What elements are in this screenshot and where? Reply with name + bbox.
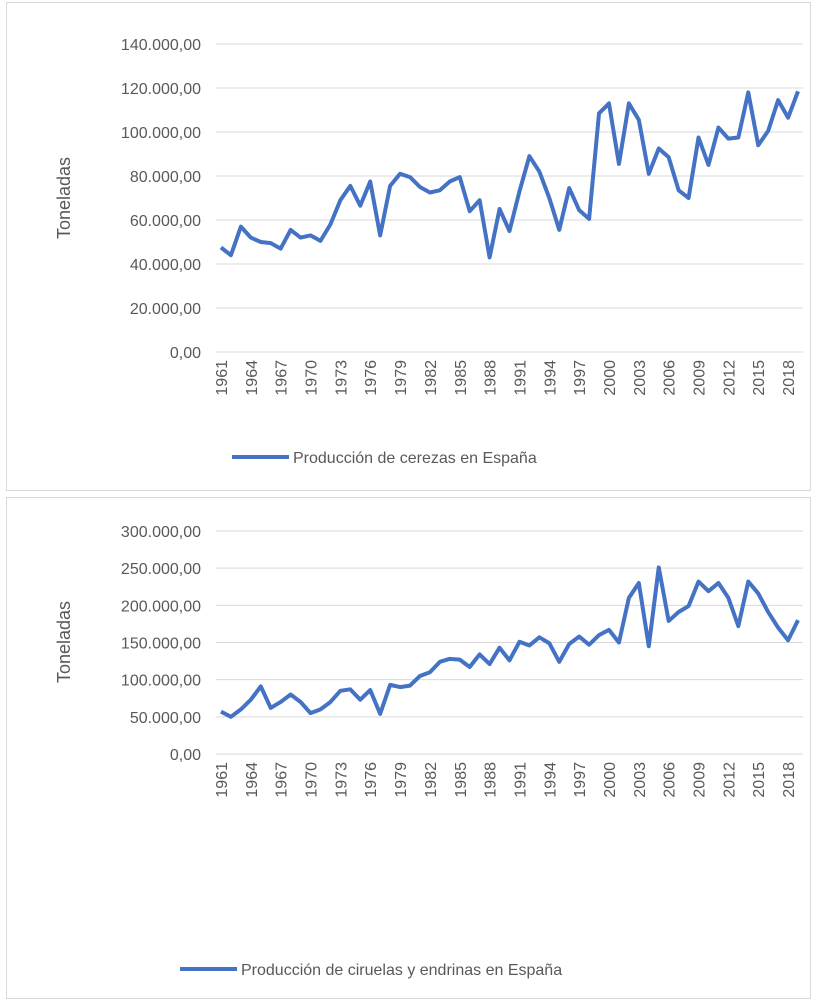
x-tick-label: 1982 xyxy=(423,360,440,396)
x-tick-label: 1988 xyxy=(483,762,500,798)
y-tick-label: 300.000,00 xyxy=(121,524,201,541)
x-tick-label: 2006 xyxy=(662,762,679,798)
x-tick-label: 1997 xyxy=(572,360,589,396)
x-tick-label: 1970 xyxy=(304,762,321,798)
x-tick-label: 1994 xyxy=(542,360,559,396)
x-tick-label: 2000 xyxy=(602,360,619,396)
x-tick-label: 1991 xyxy=(512,762,529,798)
y-axis-title: Toneladas xyxy=(54,157,74,239)
x-tick-label: 1976 xyxy=(363,360,380,396)
y-tick-label: 0,00 xyxy=(170,345,201,362)
x-tick-label: 1961 xyxy=(214,360,231,396)
y-tick-label: 120.000,00 xyxy=(121,81,201,98)
x-tick-label: 1964 xyxy=(244,360,261,396)
data-line xyxy=(219,90,800,260)
data-line xyxy=(220,565,800,719)
y-tick-label: 50.000,00 xyxy=(130,710,201,727)
x-tick-label: 1988 xyxy=(483,360,500,396)
x-tick-label: 1982 xyxy=(423,762,440,798)
x-tick-label: 1985 xyxy=(453,762,470,798)
x-tick-label: 2003 xyxy=(632,762,649,798)
x-tick-label: 2009 xyxy=(692,360,709,396)
x-tick-label: 1967 xyxy=(274,762,291,798)
legend-label: Producción de cerezas en España xyxy=(293,450,537,467)
x-tick-label: 1976 xyxy=(363,762,380,798)
x-tick-label: 1979 xyxy=(393,762,410,798)
x-tick-label: 1973 xyxy=(333,762,350,798)
x-tick-label: 1973 xyxy=(333,360,350,396)
x-tick-label: 1964 xyxy=(244,762,261,798)
y-tick-label: 150.000,00 xyxy=(121,636,201,653)
x-tick-label: 2018 xyxy=(781,762,798,798)
x-tick-label: 1997 xyxy=(572,762,589,798)
x-tick-label: 2015 xyxy=(751,762,768,798)
y-tick-label: 80.000,00 xyxy=(130,169,201,186)
x-tick-label: 1970 xyxy=(304,360,321,396)
y-tick-label: 100.000,00 xyxy=(121,673,201,690)
x-tick-label: 2018 xyxy=(781,360,798,396)
x-tick-label: 2012 xyxy=(721,360,738,396)
x-tick-label: 2000 xyxy=(602,762,619,798)
legend-label: Producción de ciruelas y endrinas en Esp… xyxy=(241,962,562,979)
y-tick-label: 20.000,00 xyxy=(130,301,201,318)
x-tick-label: 2006 xyxy=(662,360,679,396)
x-tick-label: 2003 xyxy=(632,360,649,396)
x-tick-label: 1991 xyxy=(512,360,529,396)
x-tick-label: 1979 xyxy=(393,360,410,396)
y-tick-label: 40.000,00 xyxy=(130,257,201,274)
x-tick-label: 2009 xyxy=(692,762,709,798)
x-tick-label: 1994 xyxy=(542,762,559,798)
x-tick-label: 1961 xyxy=(214,762,231,798)
y-axis-title: Toneladas xyxy=(54,601,74,683)
x-tick-label: 1967 xyxy=(274,360,291,396)
chart-frame xyxy=(6,497,811,999)
x-tick-label: 2012 xyxy=(721,762,738,798)
y-tick-label: 100.000,00 xyxy=(121,125,201,142)
y-tick-label: 140.000,00 xyxy=(121,37,201,54)
y-tick-label: 0,00 xyxy=(170,747,201,764)
x-tick-label: 2015 xyxy=(751,360,768,396)
chart-frame xyxy=(6,2,811,491)
x-tick-label: 1985 xyxy=(453,360,470,396)
y-tick-label: 250.000,00 xyxy=(121,561,201,578)
y-tick-label: 60.000,00 xyxy=(130,213,201,230)
y-tick-label: 200.000,00 xyxy=(121,598,201,615)
